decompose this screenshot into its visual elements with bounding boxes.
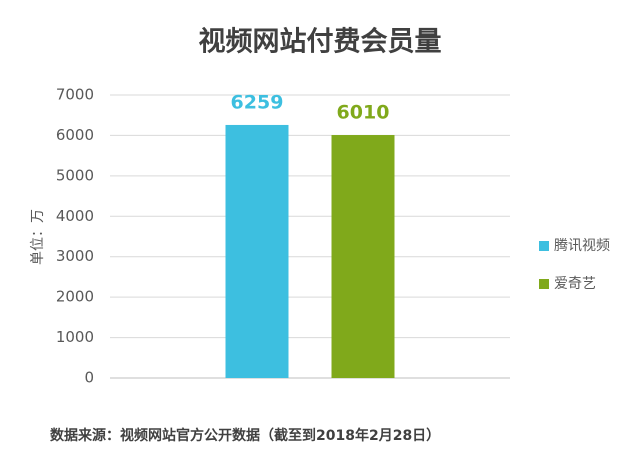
legend-swatch xyxy=(539,279,549,289)
legend-label: 爱奇艺 xyxy=(554,275,596,292)
y-tick-label: 4000 xyxy=(56,207,94,225)
y-tick-label: 3000 xyxy=(56,247,94,265)
y-tick-label: 1000 xyxy=(56,328,94,346)
y-tick-label: 5000 xyxy=(56,166,94,184)
y-tick-label: 7000 xyxy=(56,86,94,104)
data-label: 6010 xyxy=(337,102,390,124)
bar xyxy=(225,124,289,378)
data-label: 6259 xyxy=(231,91,284,113)
y-tick-label: 2000 xyxy=(56,288,94,306)
y-axis-label: 单位：万 xyxy=(30,209,46,265)
legend-label: 腾讯视频 xyxy=(554,237,610,254)
y-tick-label: 6000 xyxy=(56,126,94,144)
legend-swatch xyxy=(539,241,549,251)
y-tick-label: 0 xyxy=(84,369,94,387)
bar xyxy=(331,135,395,378)
source-note: 数据来源：视频网站官方公开数据（截至到2018年2月28日） xyxy=(50,427,440,444)
chart-title: 视频网站付费会员量 xyxy=(199,27,442,58)
